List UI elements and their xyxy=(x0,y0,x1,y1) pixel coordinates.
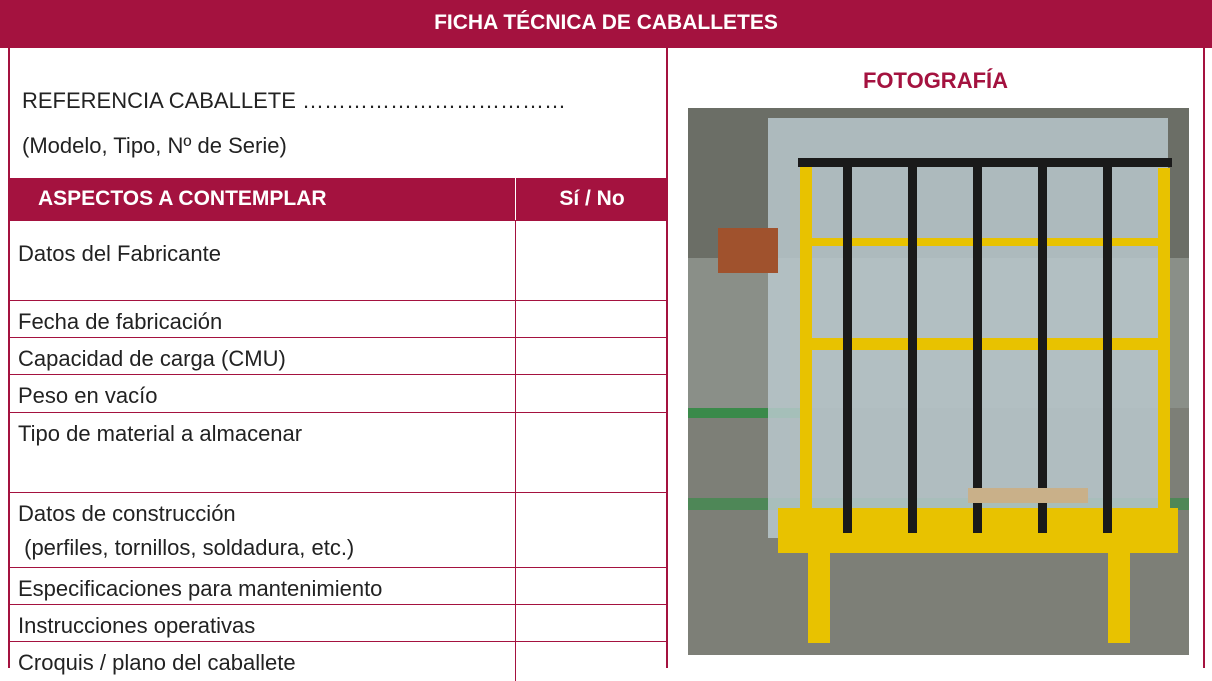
row-label-line: Tipo de material a almacenar xyxy=(18,421,303,446)
column-separator xyxy=(515,605,516,641)
row-label: Fecha de fabricación xyxy=(18,305,222,339)
photo-title: FOTOGRAFÍA xyxy=(862,68,1009,93)
row-label-line: Capacidad de carga (CMU) xyxy=(18,346,286,371)
table-row: Capacidad de carga (CMU) xyxy=(8,337,667,374)
column-separator xyxy=(515,301,516,337)
table-row: Instrucciones operativas xyxy=(8,604,667,641)
row-label-line: Datos del Fabricante xyxy=(18,241,221,266)
row-label-line: Peso en vacío xyxy=(18,383,158,408)
reference-note: (Modelo, Tipo, Nº de Serie) xyxy=(22,133,287,158)
photo xyxy=(688,108,1189,655)
column-separator xyxy=(515,375,516,412)
table-row: Peso en vacío xyxy=(8,374,667,412)
table-row: Datos del Fabricante xyxy=(8,220,667,300)
table-row: Fecha de fabricación xyxy=(8,300,667,337)
column-header: Sí / No xyxy=(515,178,668,220)
header-title: FICHA TÉCNICA DE CABALLETES xyxy=(0,0,1212,48)
row-label: Datos de construcción (perfiles, tornill… xyxy=(18,497,354,565)
table-row: Datos de construcción (perfiles, tornill… xyxy=(8,492,667,567)
row-label-line: Datos de construcción xyxy=(18,501,236,526)
row-label: Capacidad de carga (CMU) xyxy=(18,342,286,376)
column-separator xyxy=(515,221,516,300)
column-divider xyxy=(666,46,668,668)
row-label-line: Instrucciones operativas xyxy=(18,613,256,638)
row-label-line: Croquis / plano del caballete xyxy=(18,650,296,675)
row-label: Datos del Fabricante xyxy=(18,237,221,271)
row-label-line: Fecha de fabricación xyxy=(18,309,223,334)
left-border xyxy=(8,46,10,668)
row-label: Instrucciones operativas xyxy=(18,609,255,643)
column-separator xyxy=(515,413,516,492)
table-row: Especificaciones para mantenimiento xyxy=(8,567,667,604)
table-header: ASPECTOS A CONTEMPLAR Sí / No xyxy=(8,178,667,220)
row-label-line: (perfiles, tornillos, soldadura, etc.) xyxy=(18,535,355,560)
column-header: ASPECTOS A CONTEMPLAR xyxy=(38,187,327,210)
row-label-line: Especificaciones para mantenimiento xyxy=(18,576,383,601)
column-separator xyxy=(515,642,516,681)
right-border xyxy=(1203,46,1205,668)
table-row: Tipo de material a almacenar xyxy=(8,412,667,492)
row-label: Peso en vacío xyxy=(18,379,157,413)
column-separator xyxy=(515,493,516,567)
row-label: Tipo de material a almacenar xyxy=(18,417,302,451)
table-row: Croquis / plano del caballete xyxy=(8,641,667,681)
column-separator xyxy=(515,338,516,374)
row-label: Croquis / plano del caballete xyxy=(18,646,296,680)
column-separator xyxy=(515,568,516,604)
row-label: Especificaciones para mantenimiento xyxy=(18,572,382,606)
reference: REFERENCIA CABALLETE ……………………………… xyxy=(22,88,566,113)
